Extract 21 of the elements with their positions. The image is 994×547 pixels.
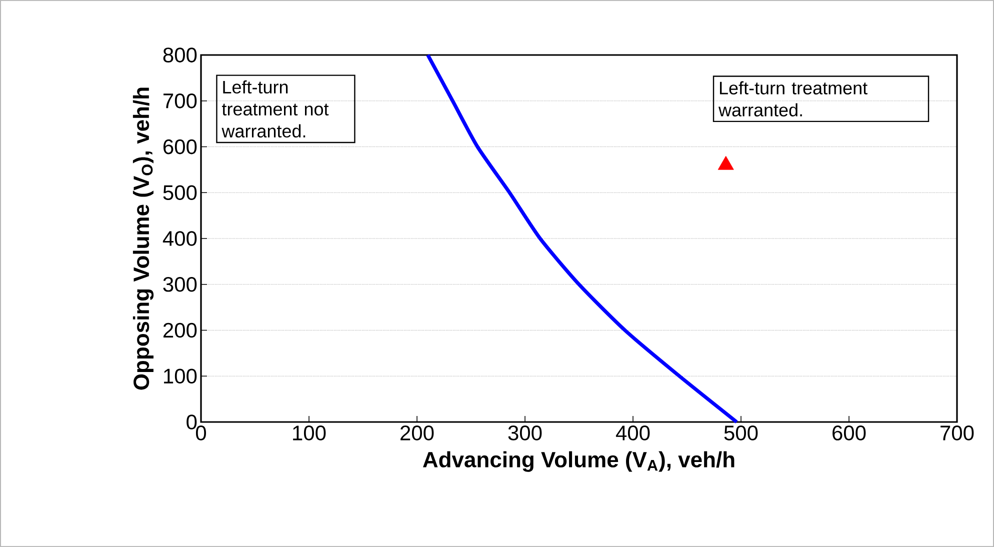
y-tick-label: 0: [186, 414, 197, 430]
annotation: Left-turn treatment warranted.: [718, 81, 868, 116]
x-axis-title: Advancing Volume (V$_{A}$), veh/h: [422, 451, 734, 472]
y-tick-label: 600: [163, 139, 197, 154]
y-tick-label: 700: [164, 93, 197, 108]
x-tick-label: 400: [616, 426, 650, 440]
x-tick-label: 300: [508, 426, 542, 440]
x-tick-label: 0: [196, 426, 206, 440]
y-tick-label: 800: [163, 48, 197, 62]
x-tick-label: 700: [940, 426, 974, 440]
y-tick-label: 500: [163, 185, 197, 200]
y-tick-label: 200: [163, 322, 197, 338]
x-tick-label: 100: [293, 426, 326, 440]
y-tick-label: 400: [162, 231, 197, 246]
y-tick-label: 300: [163, 276, 197, 292]
annotation: Left-turn treatment not warranted.: [222, 80, 329, 138]
x-tick-label: 500: [724, 426, 758, 440]
x-tick-label: 600: [832, 426, 866, 440]
y-tick-label: 100: [164, 368, 197, 384]
y-axis-title: Opposing Volume (V$_{O}$), veh/h: [132, 88, 154, 390]
x-tick-label: 200: [400, 426, 434, 440]
